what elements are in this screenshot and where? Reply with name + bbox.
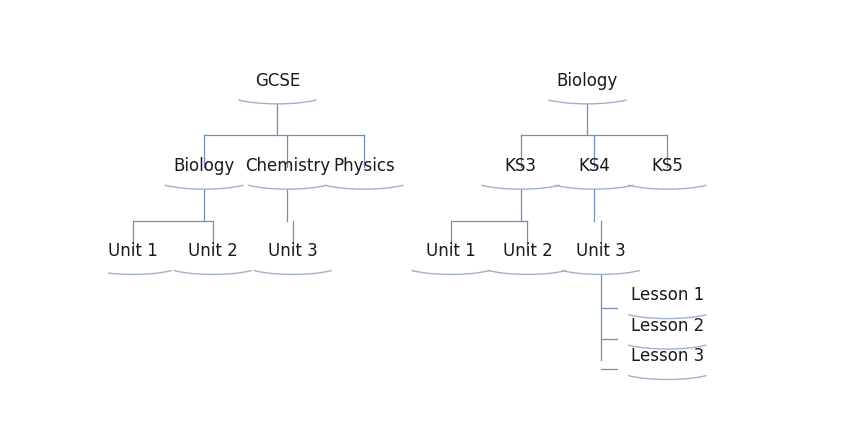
Text: GCSE: GCSE (255, 72, 300, 90)
Text: Lesson 2: Lesson 2 (630, 317, 704, 335)
Text: KS4: KS4 (578, 157, 610, 175)
Text: Unit 1: Unit 1 (426, 242, 476, 260)
Text: Physics: Physics (333, 157, 395, 175)
Text: KS3: KS3 (505, 157, 537, 175)
Text: Lesson 1: Lesson 1 (630, 287, 704, 304)
Text: Unit 3: Unit 3 (268, 242, 317, 260)
Text: Biology: Biology (174, 157, 235, 175)
Text: Unit 3: Unit 3 (576, 242, 625, 260)
Text: KS5: KS5 (651, 157, 684, 175)
Text: Unit 1: Unit 1 (108, 242, 157, 260)
Text: Unit 2: Unit 2 (188, 242, 237, 260)
Text: Unit 2: Unit 2 (502, 242, 552, 260)
Text: Chemistry: Chemistry (245, 157, 330, 175)
Text: Biology: Biology (556, 72, 618, 90)
Text: Lesson 3: Lesson 3 (630, 347, 704, 365)
